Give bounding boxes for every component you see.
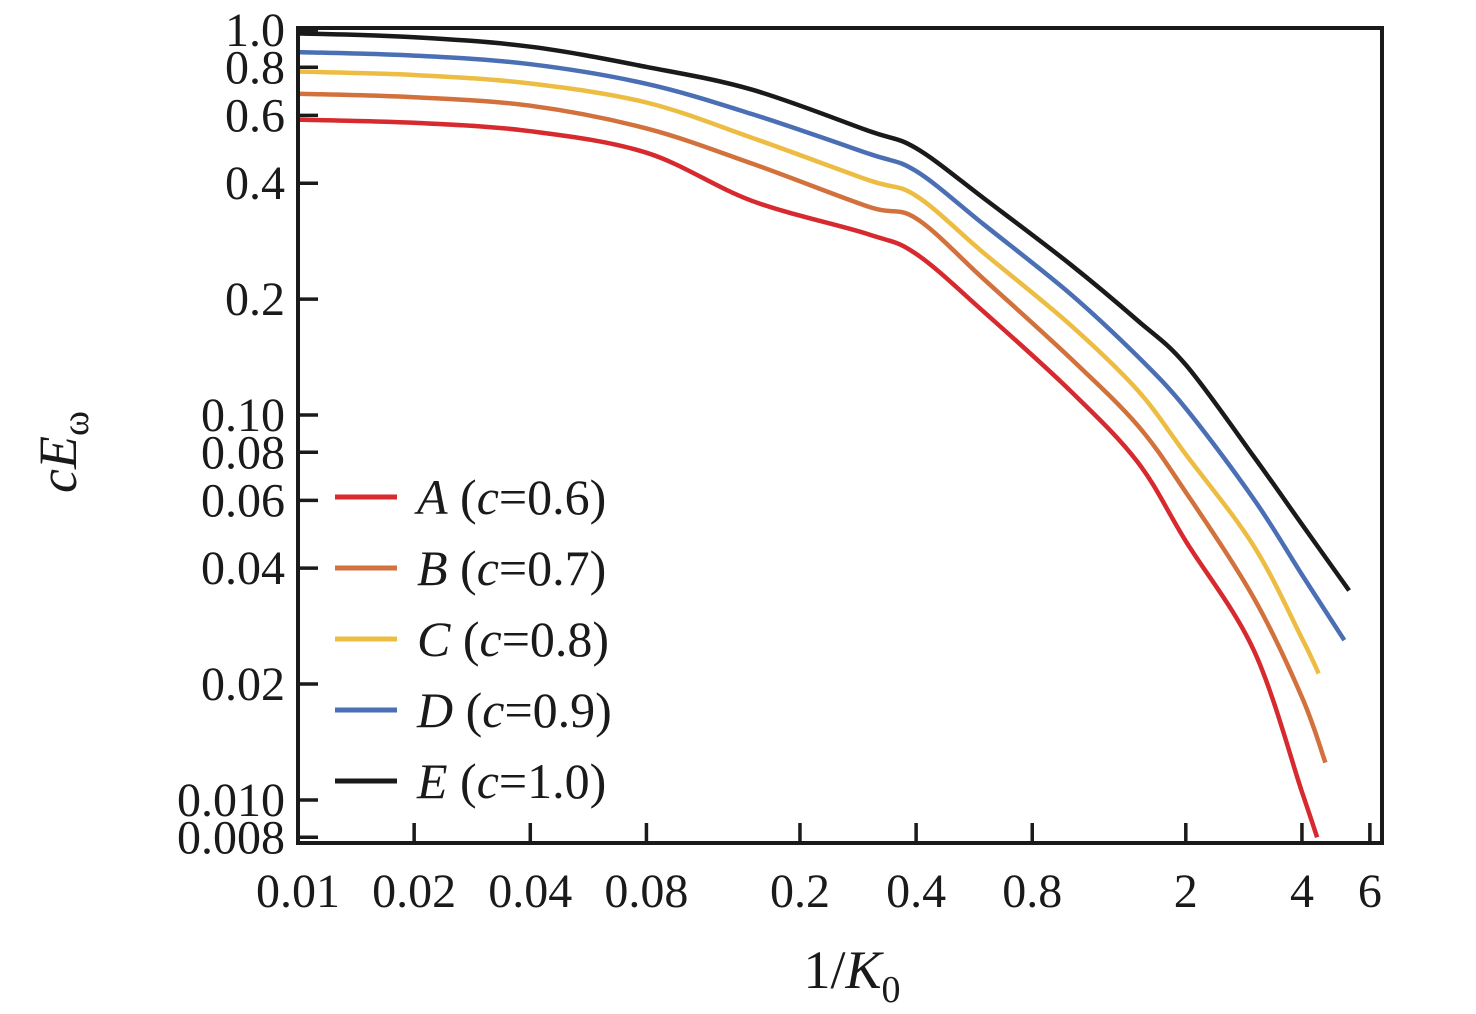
legend-label-E: E (c=1.0) bbox=[416, 753, 606, 809]
legend-series-letter: D bbox=[416, 682, 453, 738]
y-tick-label: 0.008 bbox=[177, 811, 285, 864]
legend-item-E: E (c=1.0) bbox=[335, 753, 606, 809]
legend-series-letter: A bbox=[414, 469, 448, 525]
x-tick-label: 4 bbox=[1290, 865, 1314, 918]
y-axis-title-subscript: ω bbox=[55, 411, 97, 436]
legend-paren-open: ( bbox=[448, 469, 477, 525]
x-tick-label: 0.04 bbox=[488, 865, 572, 918]
series-line-E bbox=[298, 31, 1351, 592]
y-tick-label: 0.4 bbox=[225, 157, 285, 210]
x-tick-label: 0.02 bbox=[372, 865, 456, 918]
legend-series-letter: B bbox=[417, 540, 448, 596]
legend-item-A: A (c=0.6) bbox=[335, 469, 606, 525]
y-tick-label: 0.04 bbox=[201, 542, 285, 595]
legend-label-C: C (c=0.8) bbox=[417, 611, 609, 667]
y-tick-label: 0.08 bbox=[201, 426, 285, 479]
y-tick-label: 0.02 bbox=[201, 658, 285, 711]
y-axis-title: cEω bbox=[28, 411, 97, 493]
legend-c-symbol: c bbox=[477, 469, 499, 525]
legend-item-B: B (c=0.7) bbox=[335, 540, 606, 596]
series-line-D bbox=[298, 49, 1347, 642]
legend: A (c=0.6)B (c=0.7)C (c=0.8)D (c=0.9)E (c… bbox=[335, 469, 612, 809]
legend-series-letter: E bbox=[416, 753, 448, 809]
x-tick-label: 0.08 bbox=[604, 865, 688, 918]
legend-paren-open: ( bbox=[453, 682, 482, 738]
legend-label-B: B (c=0.7) bbox=[417, 540, 606, 596]
x-axis-title-var: K bbox=[844, 940, 884, 1000]
x-tick-label: 0.4 bbox=[886, 865, 946, 918]
series-line-B bbox=[298, 91, 1328, 764]
legend-label-D: D (c=0.9) bbox=[416, 682, 612, 738]
x-tick-label: 0.2 bbox=[770, 865, 830, 918]
y-tick-label: 0.8 bbox=[225, 41, 285, 94]
legend-paren-open: ( bbox=[450, 611, 479, 667]
plot-frame bbox=[296, 26, 1384, 845]
legend-c-symbol: c bbox=[480, 611, 502, 667]
legend-paren-open: ( bbox=[448, 753, 477, 809]
y-tick-label: 0.10 bbox=[201, 389, 285, 442]
x-axis-title-main: 1/ bbox=[803, 940, 845, 1000]
legend-c-symbol: c bbox=[477, 540, 499, 596]
y-tick-label: 0.010 bbox=[177, 774, 285, 827]
legend-item-D: D (c=0.9) bbox=[335, 682, 612, 738]
legend-label-A: A (c=0.6) bbox=[414, 469, 606, 525]
y-tick-label: 1.0 bbox=[225, 4, 285, 57]
y-tick-label: 0.2 bbox=[225, 273, 285, 326]
x-tick-label: 6 bbox=[1358, 865, 1382, 918]
legend-c-value: =0.8) bbox=[502, 611, 609, 667]
y-axis-title-main: cE bbox=[28, 436, 88, 493]
legend-c-value: =0.7) bbox=[499, 540, 606, 596]
legend-paren-open: ( bbox=[448, 540, 477, 596]
curves bbox=[298, 31, 1351, 839]
legend-item-C: C (c=0.8) bbox=[335, 611, 609, 667]
legend-c-value: =0.9) bbox=[504, 682, 611, 738]
x-axis-title-subscript: 0 bbox=[882, 969, 901, 1011]
x-tick-label: 0.8 bbox=[1002, 865, 1062, 918]
y-tick-label: 0.06 bbox=[201, 474, 285, 527]
axis-tick-labels: 0.01 0.02 0.04 0.08 0.2 0.4 0.8 2 4 61.00.80.60.4… bbox=[177, 4, 1382, 918]
y-tick-label: 0.6 bbox=[225, 89, 285, 142]
series-line-A bbox=[298, 117, 1320, 839]
legend-c-value: =1.0) bbox=[499, 753, 606, 809]
x-tick-label: 2 bbox=[1174, 865, 1198, 918]
x-axis-title: 1/K0 bbox=[803, 940, 900, 1011]
series-line-C bbox=[298, 69, 1321, 675]
legend-c-symbol: c bbox=[482, 682, 504, 738]
legend-series-letter: C bbox=[417, 611, 451, 667]
x-tick-label: 0.01 bbox=[256, 865, 340, 918]
legend-c-value: =0.6) bbox=[499, 469, 606, 525]
legend-c-symbol: c bbox=[477, 753, 499, 809]
